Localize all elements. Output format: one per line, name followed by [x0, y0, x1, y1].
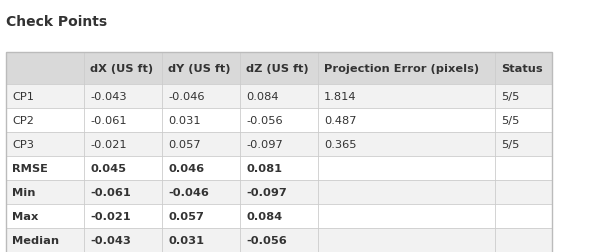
- Bar: [84, 180, 162, 204]
- Bar: [6, 132, 84, 156]
- Bar: [84, 204, 162, 228]
- Text: -0.043: -0.043: [90, 235, 131, 245]
- Bar: [240, 108, 318, 132]
- Text: Max: Max: [12, 211, 38, 221]
- Text: Status: Status: [501, 64, 542, 74]
- Bar: [6, 204, 84, 228]
- Text: 0.057: 0.057: [168, 139, 200, 149]
- Bar: [240, 132, 318, 156]
- Text: -0.056: -0.056: [246, 115, 283, 125]
- Bar: [6, 84, 84, 108]
- Text: 0.031: 0.031: [168, 115, 200, 125]
- Bar: [318, 108, 495, 132]
- Bar: [318, 228, 495, 252]
- Bar: [318, 84, 495, 108]
- Bar: [318, 156, 495, 180]
- Text: CP1: CP1: [12, 91, 34, 101]
- Bar: [318, 132, 495, 156]
- Text: -0.061: -0.061: [90, 115, 127, 125]
- Bar: [162, 132, 240, 156]
- Text: -0.046: -0.046: [168, 91, 205, 101]
- Text: 0.084: 0.084: [246, 91, 278, 101]
- Bar: [318, 204, 495, 228]
- Bar: [84, 132, 162, 156]
- Bar: [240, 204, 318, 228]
- Bar: [6, 228, 84, 252]
- Text: CP3: CP3: [12, 139, 34, 149]
- Bar: [6, 53, 552, 252]
- Bar: [162, 53, 240, 84]
- Bar: [162, 108, 240, 132]
- Text: RMSE: RMSE: [12, 163, 48, 173]
- Bar: [162, 84, 240, 108]
- Text: 0.045: 0.045: [90, 163, 126, 173]
- Text: 0.081: 0.081: [246, 163, 282, 173]
- Text: dX (US ft): dX (US ft): [90, 64, 153, 74]
- Text: -0.061: -0.061: [90, 187, 131, 197]
- Bar: [240, 84, 318, 108]
- Text: -0.097: -0.097: [246, 139, 283, 149]
- Text: 0.031: 0.031: [168, 235, 204, 245]
- Text: -0.021: -0.021: [90, 139, 127, 149]
- Text: -0.046: -0.046: [168, 187, 209, 197]
- Text: dZ (US ft): dZ (US ft): [246, 64, 308, 74]
- Bar: [6, 53, 84, 84]
- Bar: [84, 228, 162, 252]
- Text: -0.056: -0.056: [246, 235, 287, 245]
- Bar: [495, 180, 552, 204]
- Bar: [240, 180, 318, 204]
- Bar: [240, 53, 318, 84]
- Text: 0.046: 0.046: [168, 163, 204, 173]
- Bar: [495, 84, 552, 108]
- Text: CP2: CP2: [12, 115, 34, 125]
- Bar: [495, 156, 552, 180]
- Text: -0.097: -0.097: [246, 187, 287, 197]
- Bar: [162, 156, 240, 180]
- Bar: [495, 132, 552, 156]
- Text: -0.043: -0.043: [90, 91, 127, 101]
- Bar: [162, 204, 240, 228]
- Text: 5/5: 5/5: [501, 91, 520, 101]
- Text: 1.814: 1.814: [324, 91, 356, 101]
- Bar: [318, 53, 495, 84]
- Bar: [84, 53, 162, 84]
- Text: Min: Min: [12, 187, 35, 197]
- Bar: [84, 84, 162, 108]
- Text: 5/5: 5/5: [501, 115, 520, 125]
- Bar: [318, 180, 495, 204]
- Text: 5/5: 5/5: [501, 139, 520, 149]
- Bar: [6, 180, 84, 204]
- Bar: [6, 108, 84, 132]
- Bar: [240, 156, 318, 180]
- Text: Median: Median: [12, 235, 59, 245]
- Text: 0.365: 0.365: [324, 139, 356, 149]
- Bar: [495, 53, 552, 84]
- Text: 0.084: 0.084: [246, 211, 282, 221]
- Bar: [6, 156, 84, 180]
- Bar: [240, 228, 318, 252]
- Text: dY (US ft): dY (US ft): [168, 64, 230, 74]
- Bar: [495, 204, 552, 228]
- Text: 0.057: 0.057: [168, 211, 204, 221]
- Bar: [84, 156, 162, 180]
- Bar: [84, 108, 162, 132]
- Bar: [162, 180, 240, 204]
- Text: 0.487: 0.487: [324, 115, 356, 125]
- Text: Projection Error (pixels): Projection Error (pixels): [324, 64, 479, 74]
- Text: Check Points: Check Points: [6, 15, 107, 29]
- Text: -0.021: -0.021: [90, 211, 131, 221]
- Bar: [495, 108, 552, 132]
- Bar: [162, 228, 240, 252]
- Bar: [495, 228, 552, 252]
